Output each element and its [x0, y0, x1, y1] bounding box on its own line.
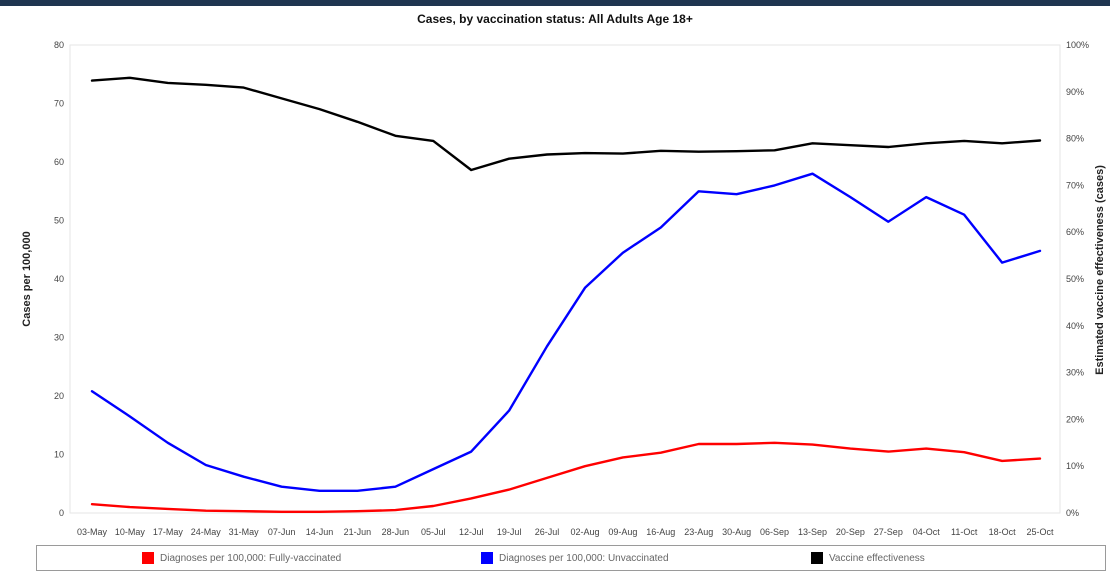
x-tick: 25-Oct [1026, 527, 1054, 537]
x-tick: 17-May [153, 527, 184, 537]
x-tick: 06-Sep [760, 527, 789, 537]
legend-item-vaccine-effectiveness: Vaccine effectiveness [811, 552, 925, 564]
legend-swatch-black [811, 552, 823, 564]
right-axis: 0% 10% 20% 30% 40% 50% 60% 70% 80% 90% 100% [1066, 40, 1089, 518]
x-tick: 30-Aug [722, 527, 751, 537]
x-tick: 10-May [115, 527, 146, 537]
y-axis-label-left: Cases per 100,000 [21, 231, 33, 326]
x-tick: 18-Oct [989, 527, 1017, 537]
x-tick: 02-Aug [570, 527, 599, 537]
x-tick: 13-Sep [798, 527, 827, 537]
x-tick: 23-Aug [684, 527, 713, 537]
x-tick: 28-Jun [382, 527, 410, 537]
x-tick: 09-Aug [608, 527, 637, 537]
legend-swatch-blue [481, 552, 493, 564]
y-tick-right: 100% [1066, 40, 1089, 50]
x-axis: 03-May 10-May 17-May 24-May 31-May 07-Jun 14-J… [77, 527, 1054, 537]
chart-title: Cases, by vaccination status: All Adults… [417, 12, 693, 26]
legend-item-fully-vaccinated: Diagnoses per 100,000: Fully-vaccinated [142, 552, 341, 564]
legend-label: Vaccine effectiveness [829, 552, 925, 564]
y-tick-right: 20% [1066, 414, 1084, 424]
x-tick: 03-May [77, 527, 108, 537]
x-tick: 31-May [229, 527, 260, 537]
plot-area [69, 44, 1061, 514]
y-tick-right: 10% [1066, 461, 1084, 471]
y-tick-right: 80% [1066, 134, 1084, 144]
legend: Diagnoses per 100,000: Fully-vaccinated … [36, 545, 1106, 571]
y-tick-left: 10 [54, 450, 64, 460]
x-tick: 26-Jul [535, 527, 560, 537]
y-tick-right: 70% [1066, 180, 1084, 190]
y-tick-right: 60% [1066, 227, 1084, 237]
line-chart: 0 10 20 30 40 50 60 70 80 0% 10% 20% 30% 40% 50% 60% 70… [21, 40, 1106, 537]
legend-label: Diagnoses per 100,000: Fully-vaccinated [160, 552, 342, 564]
y-tick-right: 30% [1066, 368, 1084, 378]
x-tick: 21-Jun [344, 527, 372, 537]
y-axis-label-right: Estimated vaccine effectiveness (cases) [1094, 165, 1106, 375]
y-tick-left: 30 [54, 333, 64, 343]
y-tick-left: 0 [59, 508, 64, 518]
x-tick: 04-Oct [913, 527, 941, 537]
y-tick-right: 40% [1066, 321, 1084, 331]
legend-label: Diagnoses per 100,000: Unvaccinated [499, 552, 669, 564]
x-tick: 16-Aug [646, 527, 675, 537]
y-tick-left: 20 [54, 391, 64, 401]
left-axis: 0 10 20 30 40 50 60 70 80 [54, 40, 64, 518]
series-line-1 [90, 172, 1042, 492]
x-tick: 20-Sep [836, 527, 865, 537]
y-tick-right: 90% [1066, 87, 1084, 97]
series-line-0 [90, 441, 1042, 513]
x-tick: 24-May [191, 527, 222, 537]
x-tick: 27-Sep [874, 527, 903, 537]
x-tick: 19-Jul [497, 527, 522, 537]
x-tick: 11-Oct [951, 527, 978, 537]
series-line-2 [90, 76, 1042, 172]
x-tick: 07-Jun [268, 527, 296, 537]
series-lines [90, 76, 1042, 513]
y-tick-right: 50% [1066, 274, 1084, 284]
y-tick-left: 40 [54, 274, 64, 284]
y-tick-left: 60 [54, 157, 64, 167]
x-tick: 12-Jul [459, 527, 484, 537]
y-tick-left: 80 [54, 40, 64, 50]
legend-item-unvaccinated: Diagnoses per 100,000: Unvaccinated [481, 552, 669, 564]
top-bar [0, 0, 1110, 6]
y-tick-left: 50 [54, 216, 64, 226]
legend-swatch-red [142, 552, 154, 564]
y-tick-right: 0% [1066, 508, 1079, 518]
y-tick-left: 70 [54, 99, 64, 109]
x-tick: 05-Jul [421, 527, 446, 537]
x-tick: 14-Jun [306, 527, 334, 537]
